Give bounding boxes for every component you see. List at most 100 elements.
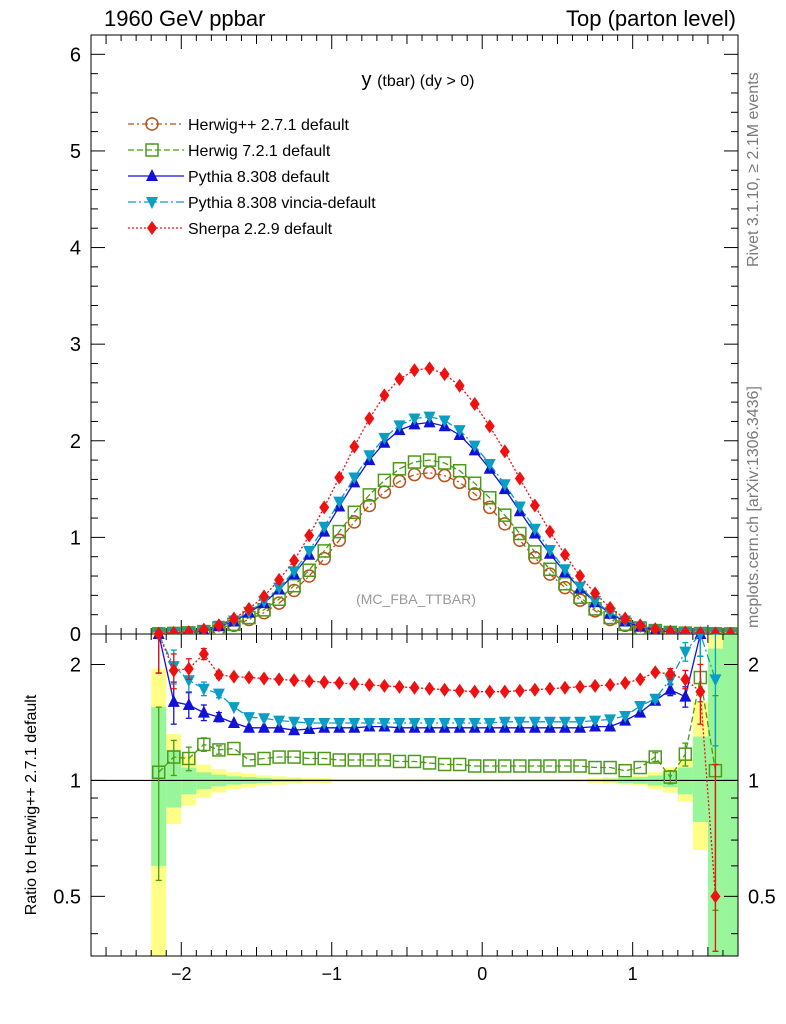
ratio-series-2-point xyxy=(696,634,704,641)
ratio-series-0-point xyxy=(302,751,316,766)
main-series-4-point xyxy=(695,626,706,634)
main-y-tick-label: 6 xyxy=(70,44,81,66)
ratio-series-0-point xyxy=(197,737,211,752)
ratio-series-0-point xyxy=(332,753,347,767)
main-series-3-point xyxy=(288,566,301,579)
ratio-series-2-point xyxy=(258,713,271,726)
ratio-series-0-point xyxy=(663,770,678,784)
main-series-0-point xyxy=(407,467,422,482)
ratio-series-3-point xyxy=(213,667,224,682)
ratio-series-3-point xyxy=(544,681,555,696)
ratio-series-2-point xyxy=(363,717,376,730)
main-series-3-point xyxy=(513,501,526,514)
ratio-series-0-point xyxy=(362,753,377,767)
ratio-series-0-point xyxy=(422,756,437,770)
ratio-series-0-point xyxy=(633,760,647,775)
main-series-3-point xyxy=(348,472,361,485)
ratio-series-2-point xyxy=(483,717,496,730)
legend-marker xyxy=(147,221,157,235)
ratio-series-3-point xyxy=(409,680,420,695)
ratio-series-3-point xyxy=(575,679,586,694)
x-tick-label: 0 xyxy=(477,964,487,984)
main-series-0-point xyxy=(498,517,512,531)
main-series-3-point xyxy=(543,544,556,557)
ratio-series-1-point xyxy=(212,710,225,723)
ratio-series-2-point xyxy=(227,702,240,715)
legend-marker xyxy=(146,197,158,209)
main-series-4-point xyxy=(635,618,646,633)
main-series-4-point xyxy=(364,411,375,426)
main-series-4-point xyxy=(529,498,540,513)
ratio-series-3-point xyxy=(183,661,194,676)
ratio-series-2-point xyxy=(513,716,526,729)
ratio-series-1-point xyxy=(664,682,677,695)
ratio-series-0-point xyxy=(513,759,527,773)
main-series-0-point xyxy=(347,515,362,529)
ratio-series-2-point xyxy=(453,717,466,730)
ratio-series-0-point xyxy=(182,751,196,766)
ratio-series-0-point xyxy=(347,753,362,767)
ratio-series-3-point xyxy=(394,679,405,694)
ratio-series-3-point xyxy=(379,678,390,693)
main-series-4-point xyxy=(620,611,631,626)
main-series-4-point xyxy=(514,471,525,486)
main-series-4-point xyxy=(575,569,586,584)
ratio-series-2-point xyxy=(438,717,451,730)
ratio-series-3-point xyxy=(469,684,480,699)
ratio-series-3-point xyxy=(665,666,676,681)
main-series-4-point xyxy=(725,626,736,634)
ratio-series-0-point xyxy=(528,759,542,773)
header-right: Top (parton level) xyxy=(566,6,736,31)
main-series-4-point xyxy=(274,572,285,587)
ratio-y-tick-label: 1 xyxy=(70,770,81,792)
main-plot-title-rest: (tbar) (dy > 0) xyxy=(377,73,474,90)
main-series-0-line xyxy=(158,472,731,634)
header-left: 1960 GeV ppbar xyxy=(104,6,266,31)
main-series-3-point xyxy=(438,415,451,428)
main-series-4-point xyxy=(228,611,239,626)
main-series-4-series xyxy=(153,361,736,634)
ratio-series-3-point xyxy=(364,677,375,692)
main-series-1-point xyxy=(543,562,557,577)
ratio-series-0-point xyxy=(407,754,422,769)
main-series-0-point xyxy=(362,498,377,513)
ratio-series-2-point xyxy=(679,646,692,659)
ratio-series-2-point xyxy=(709,674,722,687)
ratio-series-2-point xyxy=(348,717,361,730)
main-series-3-point xyxy=(528,523,541,536)
main-series-4-point xyxy=(334,470,345,485)
ratio-series-3-point xyxy=(710,889,721,904)
ratio-series-0-point xyxy=(573,759,587,773)
ratio-series-1-point xyxy=(227,715,240,728)
ratio-series-2-point xyxy=(468,717,481,730)
ratio-series-1-point xyxy=(258,720,271,733)
main-series-0-point xyxy=(452,475,467,490)
main-series-1-point xyxy=(482,491,497,505)
ratio-series-3-point xyxy=(605,677,616,692)
main-series-4-point xyxy=(349,439,360,454)
main-y-tick-label: 5 xyxy=(70,141,81,163)
main-series-4-point xyxy=(168,626,179,634)
ratio-series-0-point xyxy=(543,759,557,773)
main-series-4-point xyxy=(304,528,315,543)
main-series-1-point xyxy=(437,456,452,470)
legend-label: Herwig 7.2.1 default xyxy=(188,143,331,160)
uncertainty-band-green xyxy=(166,749,182,808)
main-series-1-line xyxy=(158,459,731,634)
ratio-series-2-point xyxy=(212,688,225,701)
main-series-0-point xyxy=(482,500,497,515)
main-series-3-point xyxy=(468,440,481,453)
main-series-4-point xyxy=(650,622,661,634)
ratio-series-2-series xyxy=(155,634,722,747)
ratio-series-1-point xyxy=(197,705,210,718)
ratio-series-0-point xyxy=(212,743,226,757)
main-series-3-point xyxy=(589,596,602,609)
main-series-3-point xyxy=(393,420,406,433)
legend-marker xyxy=(145,117,159,131)
main-series-1-point xyxy=(513,526,527,541)
ratio-series-3-point xyxy=(439,682,450,697)
ratio-series-0-point xyxy=(467,759,482,773)
main-series-4-point xyxy=(544,524,555,539)
ratio-series-2-point xyxy=(182,675,195,688)
ratio-series-2-point xyxy=(574,716,587,729)
